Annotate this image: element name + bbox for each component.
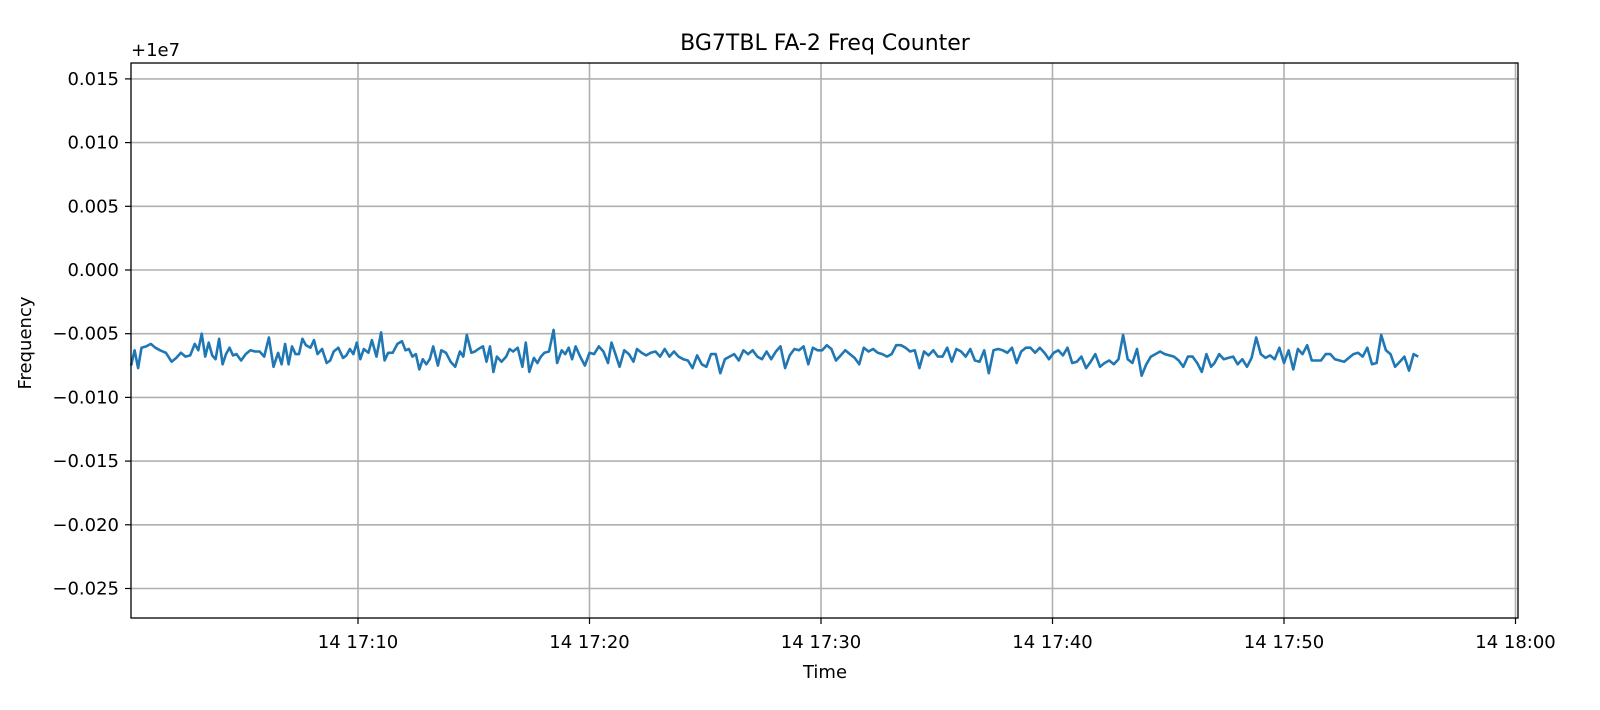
axis-ticks: 0.015 0.010 0.005 0.000 −0.005 −0.010 −0.015 −0… (52, 69, 1555, 653)
plot-area (130, 62, 1519, 619)
y-tick-label: −0.015 (52, 451, 119, 472)
y-axis-label: Frequency (15, 296, 36, 389)
y-tick-label: 0.010 (67, 133, 119, 154)
gridlines (131, 63, 1518, 618)
x-tick-label: 14 17:10 (318, 632, 399, 653)
series-layer (129, 328, 1419, 378)
x-tick-label: 14 18:00 (1475, 632, 1556, 653)
x-axis-label: Time (802, 662, 847, 683)
y-tick-label: 0.000 (67, 260, 119, 281)
y-tick-label: −0.010 (52, 387, 119, 408)
x-tick-label: 14 17:20 (549, 632, 630, 653)
y-tick-label: 0.015 (67, 69, 119, 90)
frequency-line (129, 328, 1419, 378)
chart-title: BG7TBL FA-2 Freq Counter (680, 31, 971, 56)
y-tick-label: 0.005 (67, 196, 119, 217)
x-tick-label: 14 17:50 (1244, 632, 1325, 653)
y-tick-label: −0.025 (52, 579, 119, 600)
y-offset-label: +1e7 (131, 40, 180, 61)
y-tick-label: −0.005 (52, 324, 119, 345)
y-tick-label: −0.020 (52, 515, 119, 536)
x-tick-label: 14 17:40 (1012, 632, 1093, 653)
x-tick-label: 14 17:30 (781, 632, 862, 653)
